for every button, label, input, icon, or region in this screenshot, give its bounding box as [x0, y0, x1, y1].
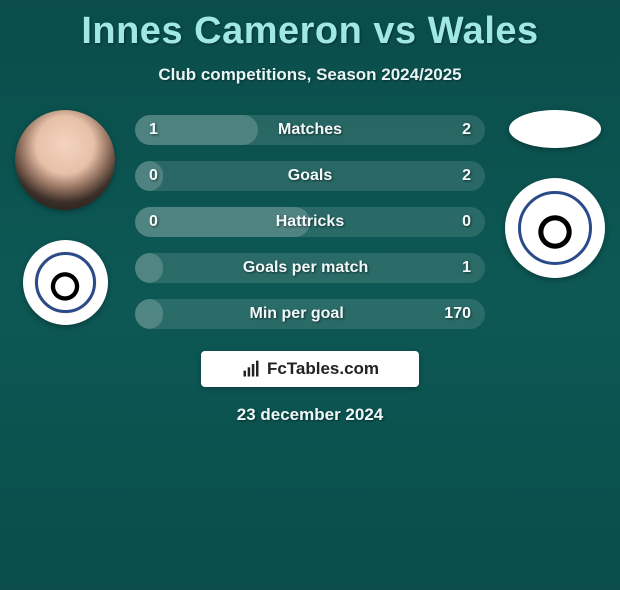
stat-right-value: 170 — [444, 305, 471, 323]
stat-label: Min per goal — [250, 305, 344, 323]
stat-label: Matches — [278, 121, 342, 139]
stat-right-value: 2 — [462, 121, 471, 139]
stat-label: Goals — [288, 167, 332, 185]
player-club-crest — [23, 240, 108, 325]
stat-right-value: 2 — [462, 167, 471, 185]
stat-label: Goals per match — [243, 259, 368, 277]
opponent-club-crest — [505, 178, 605, 278]
stat-left-value: 1 — [149, 121, 158, 139]
footer-date: 23 december 2024 — [0, 405, 620, 425]
page-subtitle: Club competitions, Season 2024/2025 — [0, 65, 620, 85]
player-avatar — [15, 110, 115, 210]
chart-icon — [241, 359, 261, 379]
comparison-panel: 1 Matches 2 0 Goals 2 0 Hattricks 0 Goal… — [0, 115, 620, 425]
stat-row: 0 Goals 2 — [135, 161, 485, 191]
stat-right-value: 1 — [462, 259, 471, 277]
stat-row: Min per goal 170 — [135, 299, 485, 329]
stat-left-value: 0 — [149, 213, 158, 231]
watermark-text: FcTables.com — [267, 359, 379, 379]
stat-row: Goals per match 1 — [135, 253, 485, 283]
stat-label: Hattricks — [276, 213, 344, 231]
page-title: Innes Cameron vs Wales — [0, 10, 620, 53]
player-column-left — [10, 110, 120, 325]
opponent-flag — [509, 110, 601, 148]
stat-row: 1 Matches 2 — [135, 115, 485, 145]
stat-left-value: 0 — [149, 167, 158, 185]
stats-list: 1 Matches 2 0 Goals 2 0 Hattricks 0 Goal… — [135, 115, 485, 329]
stat-right-value: 0 — [462, 213, 471, 231]
player-column-right — [500, 110, 610, 278]
stat-row: 0 Hattricks 0 — [135, 207, 485, 237]
watermark-badge: FcTables.com — [201, 351, 419, 387]
